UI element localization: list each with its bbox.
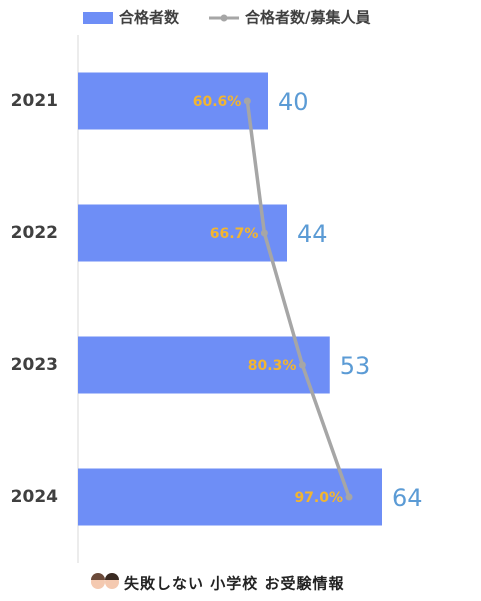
y-tick-label: 2024 xyxy=(11,487,58,507)
line-point xyxy=(345,493,353,501)
bar xyxy=(78,468,382,526)
line-point xyxy=(260,229,268,237)
line-value-label: 66.7% xyxy=(210,226,259,242)
line-point xyxy=(298,361,306,369)
footer-icon xyxy=(91,573,119,589)
line-point xyxy=(243,97,251,105)
y-tick-label: 2022 xyxy=(11,223,58,243)
line xyxy=(245,100,351,498)
legend-label: 合格者数/募集人員 xyxy=(244,9,370,27)
bar xyxy=(78,72,268,130)
bar-value-label: 40 xyxy=(278,88,309,116)
bar xyxy=(78,336,330,394)
legend-swatch xyxy=(83,12,113,24)
bar-value-label: 53 xyxy=(340,352,371,380)
footer: 失敗しない 小学校 お受験情報 xyxy=(124,575,344,593)
legend-swatch xyxy=(220,14,228,22)
y-tick-label: 2021 xyxy=(11,91,58,111)
bar-value-label: 64 xyxy=(392,484,423,512)
legend-label: 合格者数 xyxy=(118,9,180,27)
line-value-label: 97.0% xyxy=(294,490,343,506)
bar xyxy=(78,204,287,262)
line-value-label: 80.3% xyxy=(248,358,297,374)
bar-value-label: 44 xyxy=(297,220,328,248)
y-tick-label: 2023 xyxy=(11,355,58,375)
line-value-label: 60.6% xyxy=(193,94,242,110)
